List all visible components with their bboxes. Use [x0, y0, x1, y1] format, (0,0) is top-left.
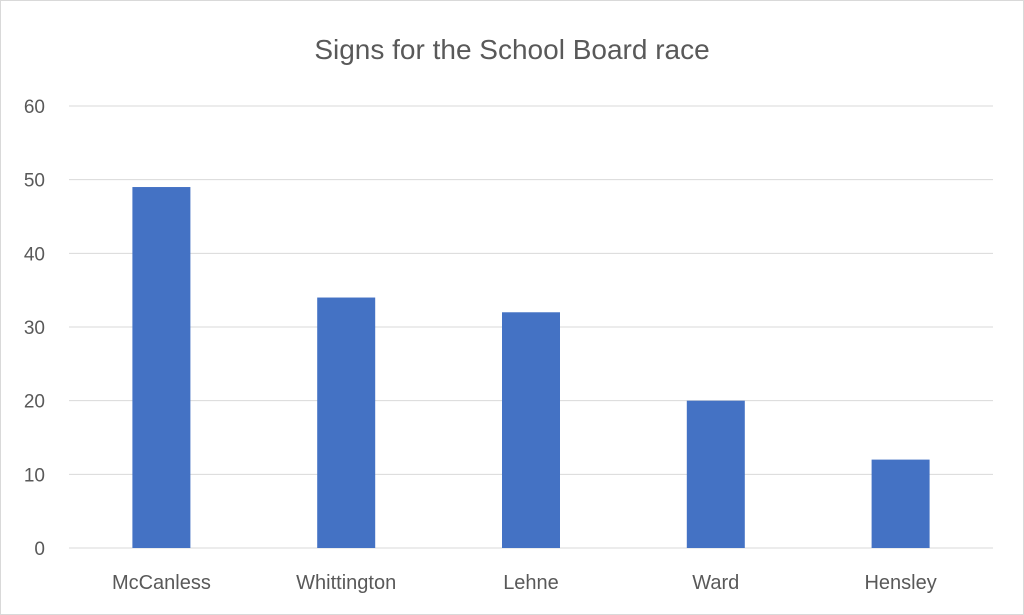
chart-title: Signs for the School Board race	[314, 34, 709, 65]
bar-hensley	[871, 459, 930, 548]
y-tick-label: 30	[24, 318, 45, 339]
y-tick-label: 0	[34, 539, 45, 560]
x-category-label: Ward	[692, 572, 739, 594]
y-tick-label: 10	[24, 465, 45, 486]
y-tick-label: 50	[24, 171, 45, 192]
x-category-label: Whittington	[296, 572, 396, 594]
y-axis-tick-labels: 0 10 20 30 40 50 60	[24, 97, 45, 560]
x-category-label: Hensley	[864, 572, 936, 594]
bar-whittington	[317, 297, 376, 548]
x-axis-category-labels: McCanless Whittington Lehne Ward Hensley	[112, 572, 937, 594]
x-category-label: McCanless	[112, 572, 211, 594]
bar-ward	[686, 400, 745, 548]
y-tick-label: 60	[24, 97, 45, 118]
bars	[132, 187, 930, 549]
bar-mccanless	[132, 187, 191, 549]
bar-lehne	[502, 312, 560, 548]
y-tick-label: 40	[24, 244, 45, 265]
y-tick-label: 20	[24, 392, 45, 413]
x-category-label: Lehne	[503, 572, 559, 594]
